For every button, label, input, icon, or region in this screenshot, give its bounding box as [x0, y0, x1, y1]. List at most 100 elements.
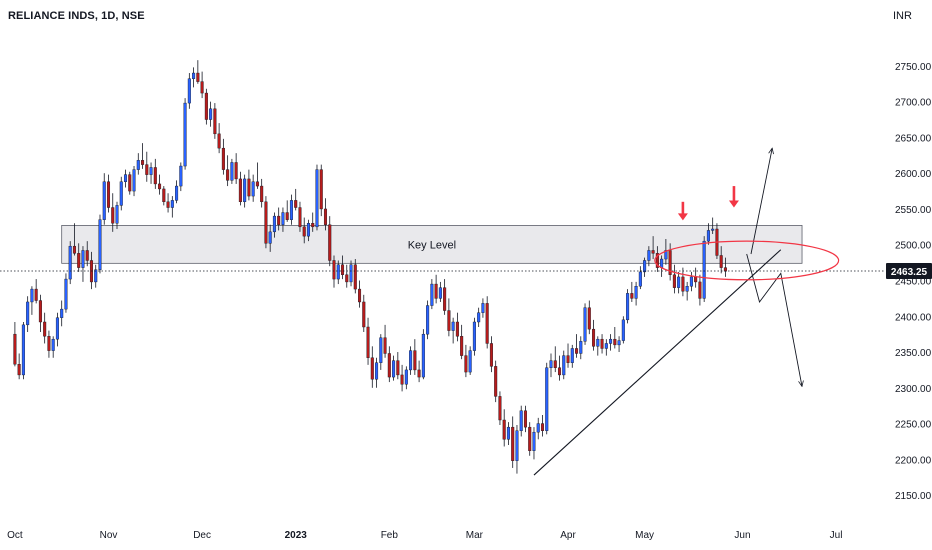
candle: [583, 303, 587, 345]
candle-body: [426, 305, 430, 335]
candle-body: [421, 333, 425, 378]
candle-body: [592, 328, 596, 347]
candle-body: [570, 348, 574, 363]
candle: [111, 193, 115, 232]
x-axis[interactable]: Oct Nov Dec 2023 Feb Mar Apr May Jun Jul: [7, 530, 842, 541]
candle: [166, 193, 170, 213]
candle: [145, 151, 149, 182]
candle-body: [251, 181, 255, 197]
candle-body: [213, 108, 217, 135]
y-tick-label: 2150.00: [895, 491, 932, 502]
candle: [485, 296, 489, 349]
candle: [443, 279, 447, 315]
candle-body: [562, 355, 566, 376]
candle-body: [281, 212, 285, 225]
candle-body: [141, 160, 145, 165]
candle-body: [443, 287, 447, 311]
candle-body: [587, 307, 591, 330]
candle: [204, 88, 208, 125]
candle-body: [217, 133, 221, 149]
candle-body: [392, 360, 396, 378]
candle-body: [98, 219, 102, 270]
candle: [698, 274, 702, 306]
candle-body: [451, 321, 455, 331]
candle-body: [396, 360, 400, 376]
candle: [498, 391, 502, 426]
candle: [706, 223, 710, 245]
candle-body: [123, 174, 128, 182]
candle: [255, 162, 259, 189]
candle: [460, 324, 464, 360]
candle-body: [366, 326, 370, 358]
candle: [153, 158, 157, 189]
candle-body: [34, 288, 38, 301]
candle: [21, 321, 25, 380]
candle: [51, 336, 55, 358]
candle-body: [60, 308, 64, 318]
x-tick-label: Jun: [734, 530, 750, 541]
candle-body: [85, 250, 89, 261]
candle-body: [362, 301, 366, 328]
candle-body: [358, 288, 362, 303]
candle-body: [430, 283, 434, 306]
candle-body: [128, 174, 132, 192]
candle: [536, 417, 540, 440]
candle-body: [187, 78, 191, 104]
candle-body: [600, 338, 604, 349]
candle-body: [47, 336, 51, 351]
candle: [319, 164, 323, 217]
candle-body: [660, 258, 664, 268]
candle: [689, 271, 693, 292]
candle: [175, 180, 179, 204]
candle-body: [319, 169, 323, 210]
symbol-title: RELIANCE INDS, 1D, NSE: [8, 10, 145, 22]
candle-body: [26, 301, 30, 326]
candle: [379, 334, 383, 370]
candle: [579, 336, 583, 360]
candle-body: [613, 338, 617, 346]
candle: [311, 212, 315, 232]
candle-body: [617, 340, 621, 346]
candle-body: [604, 343, 608, 349]
candle: [647, 246, 651, 267]
candle-body: [13, 333, 17, 365]
candle: [600, 334, 604, 354]
candle-body: [472, 321, 476, 351]
candle-body: [647, 250, 651, 261]
y-tick-label: 2450.00: [895, 277, 932, 288]
candle-body: [638, 271, 642, 287]
candle: [132, 166, 136, 197]
candle-body: [481, 303, 485, 313]
candle: [302, 217, 306, 244]
candle: [370, 346, 374, 388]
projection-down-arrow: [746, 253, 802, 386]
candle: [681, 267, 685, 297]
candle-body: [549, 360, 553, 368]
x-tick-label: Feb: [381, 530, 399, 541]
candle-body: [277, 215, 281, 225]
candle: [426, 300, 430, 340]
candle: [702, 236, 706, 302]
candle: [630, 281, 634, 302]
candle-body: [302, 226, 306, 237]
y-axis[interactable]: 2150.00 2200.00 2250.00 2300.00 2350.00 2400.…: [886, 62, 932, 502]
candle: [417, 360, 421, 383]
last-price-tag-bg: [886, 263, 932, 280]
candle: [187, 73, 191, 109]
candle: [323, 198, 328, 231]
candle-body: [477, 312, 481, 323]
candle: [26, 296, 30, 333]
candle: [664, 239, 668, 265]
candle: [685, 281, 689, 301]
candle-body: [132, 169, 136, 192]
candle-body: [698, 281, 702, 299]
candle-body: [498, 396, 502, 421]
candle-body: [149, 167, 153, 175]
candle-body: [264, 201, 268, 244]
candle: [328, 216, 332, 267]
candle-body: [532, 431, 536, 451]
candle-body: [247, 178, 251, 197]
candle: [340, 255, 345, 280]
candle: [643, 257, 647, 277]
